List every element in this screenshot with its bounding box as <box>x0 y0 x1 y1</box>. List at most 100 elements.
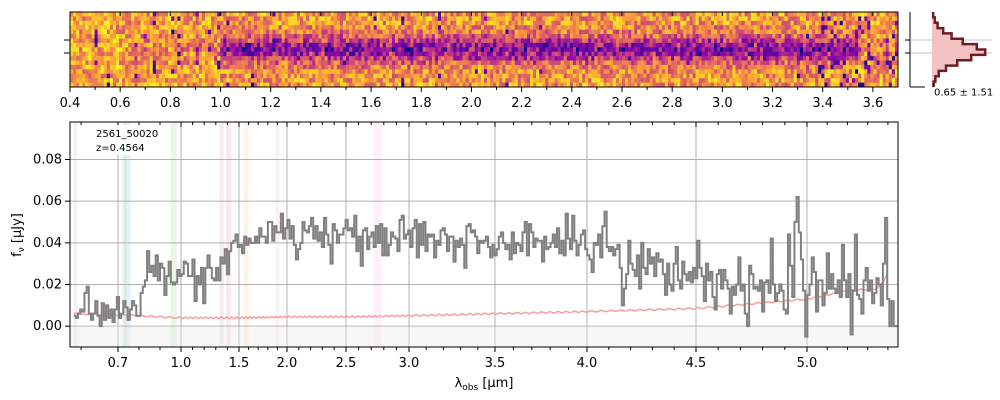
heatmap-cell <box>278 60 282 66</box>
heatmap-cell <box>419 25 424 31</box>
heatmap-cell <box>873 34 877 39</box>
heatmap-cell <box>582 42 586 48</box>
heatmap-cell <box>312 69 316 75</box>
heatmap-cell <box>714 73 718 79</box>
heatmap-cell <box>165 64 169 70</box>
heatmap-cell <box>668 73 672 79</box>
heatmap-cell <box>815 38 819 44</box>
heatmap-cell <box>97 73 102 79</box>
heatmap-cell <box>769 78 773 83</box>
heatmap-cell <box>637 16 641 22</box>
heatmap-cell <box>309 38 313 44</box>
heatmap-cell <box>569 73 574 79</box>
heatmap-cell <box>373 20 378 26</box>
heatmap-cell <box>88 34 92 39</box>
heatmap-cell <box>870 16 874 22</box>
heatmap-cell <box>594 12 598 17</box>
heatmap-cell <box>223 60 227 66</box>
heatmap-cell <box>879 38 884 44</box>
heatmap-cell <box>413 16 417 22</box>
heatmap-cell <box>318 56 322 61</box>
heatmap-cell <box>870 82 874 88</box>
heatmap-cell <box>845 34 850 39</box>
heatmap-cell <box>867 34 871 39</box>
heatmap-cell <box>287 73 292 79</box>
heatmap-cell <box>226 42 230 48</box>
heatmap-cell <box>398 25 402 31</box>
heatmap-cell <box>674 78 678 83</box>
heatmap-cell <box>505 38 509 44</box>
heatmap-cell <box>232 29 236 35</box>
heatmap-cell <box>496 64 500 70</box>
heatmap-cell <box>585 16 589 22</box>
heatmap-cell <box>793 34 798 39</box>
heatmap-cell <box>861 16 865 22</box>
heatmap-cell <box>269 51 273 57</box>
heatmap-cell <box>189 12 194 17</box>
heatmap-cell <box>763 20 767 26</box>
heatmap-cell <box>116 42 120 48</box>
heatmap-cell <box>848 34 853 39</box>
heatmap-cell <box>882 51 887 57</box>
heatmap-cell <box>284 56 289 61</box>
heatmap-cell <box>309 51 313 57</box>
heatmap-cell <box>128 47 132 53</box>
heatmap-cell <box>278 82 282 88</box>
heatmap-cell <box>852 47 856 53</box>
heatmap-cell <box>551 78 555 83</box>
heatmap-cell <box>177 38 181 44</box>
heatmap-cell <box>606 34 611 39</box>
heatmap-cell <box>177 42 181 48</box>
heatmap-cell <box>171 42 175 48</box>
heatmap-cell <box>824 73 828 79</box>
heatmap-cell <box>349 12 353 17</box>
heatmap-cell <box>806 25 810 31</box>
heatmap-cell <box>818 42 822 48</box>
heatmap-cell <box>143 12 148 17</box>
heatmap-cell <box>876 16 880 22</box>
heatmap-cell <box>806 38 810 44</box>
heatmap-cell <box>116 78 120 83</box>
heatmap-cell <box>591 78 595 83</box>
heatmap-cell <box>545 34 549 39</box>
heatmap-cell <box>710 25 715 31</box>
heatmap-cell <box>622 34 626 39</box>
heatmap-cell <box>671 12 675 17</box>
heatmap-cell <box>76 34 80 39</box>
heatmap-cell <box>579 12 583 17</box>
heatmap-cell <box>729 47 733 53</box>
heatmap-cell <box>312 25 316 31</box>
heatmap-cell <box>217 16 221 22</box>
heatmap-cell <box>760 64 764 70</box>
heatmap-cell <box>174 12 178 17</box>
heatmap-cell <box>572 73 577 79</box>
heatmap-cell <box>704 47 709 53</box>
heatmap-cell <box>606 12 611 17</box>
heatmap-cell <box>76 60 80 66</box>
heatmap-cell <box>254 29 258 35</box>
heatmap-cell <box>162 29 166 35</box>
heatmap-cell <box>382 73 387 79</box>
heatmap-cell <box>554 56 558 61</box>
heatmap-cell <box>263 51 267 57</box>
heatmap-cell <box>824 51 828 57</box>
heatmap-cell <box>833 51 838 57</box>
heatmap-cell <box>254 82 258 88</box>
heatmap-cell <box>244 56 249 61</box>
heatmap-cell <box>775 64 779 70</box>
heatmap-cell <box>165 69 169 75</box>
heatmap-cell <box>698 25 703 31</box>
heatmap-cell <box>609 56 614 61</box>
heatmap-cell <box>235 60 240 66</box>
heatmap-cell <box>122 78 126 83</box>
heatmap-cell <box>94 38 98 44</box>
heatmap-cell <box>548 16 552 22</box>
heatmap-cell <box>241 38 246 44</box>
heatmap-cell <box>858 38 862 44</box>
heatmap-cell <box>683 78 687 83</box>
heatmap-cell <box>606 82 611 88</box>
heatmap-cell <box>459 82 463 88</box>
heatmap-cell <box>487 69 491 75</box>
heatmap-cell <box>775 16 779 22</box>
heatmap-cell <box>806 20 810 26</box>
